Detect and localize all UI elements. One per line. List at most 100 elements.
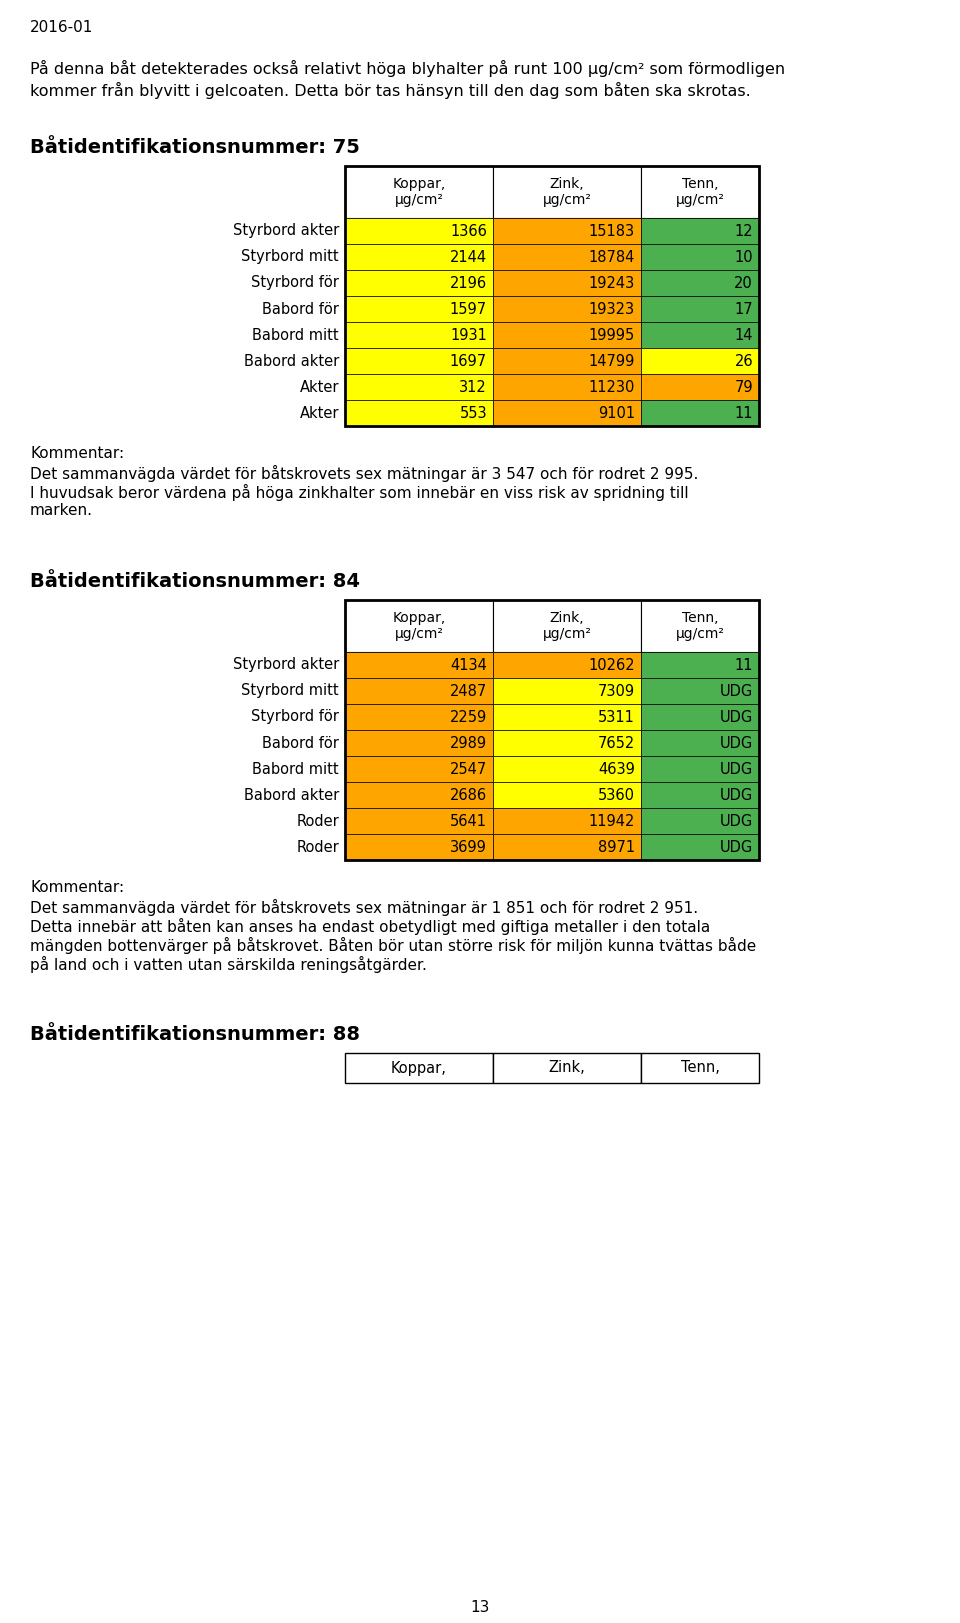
Text: Båtidentifikationsnummer: 84: Båtidentifikationsnummer: 84 <box>30 571 360 591</box>
Text: 20: 20 <box>734 276 753 291</box>
Text: Tenn,: Tenn, <box>682 177 718 192</box>
Text: 10: 10 <box>734 250 753 265</box>
Text: 11: 11 <box>734 657 753 672</box>
Bar <box>641 730 759 756</box>
Text: 18784: 18784 <box>588 250 635 265</box>
Text: 1366: 1366 <box>450 224 487 239</box>
Text: 26: 26 <box>734 354 753 368</box>
Text: Båtidentifikationsnummer: 75: Båtidentifikationsnummer: 75 <box>30 138 360 157</box>
Text: 13: 13 <box>470 1600 490 1615</box>
Bar <box>641 808 759 834</box>
Bar <box>493 166 641 217</box>
Text: Koppar,: Koppar, <box>393 177 445 192</box>
Text: μg/cm²: μg/cm² <box>395 193 444 208</box>
Bar <box>641 652 759 678</box>
Bar <box>641 373 759 399</box>
Bar <box>493 373 641 399</box>
Bar <box>345 730 493 756</box>
Text: 2487: 2487 <box>449 683 487 698</box>
Text: Akter: Akter <box>300 380 339 394</box>
Text: 2144: 2144 <box>450 250 487 265</box>
Text: Båtidentifikationsnummer: 88: Båtidentifikationsnummer: 88 <box>30 1026 360 1044</box>
Bar <box>345 269 493 295</box>
Text: μg/cm²: μg/cm² <box>676 193 725 208</box>
Text: 12: 12 <box>734 224 753 239</box>
Bar <box>641 217 759 243</box>
Text: 2259: 2259 <box>449 709 487 724</box>
Bar <box>493 269 641 295</box>
Bar <box>641 243 759 269</box>
Bar <box>493 652 641 678</box>
Text: 5360: 5360 <box>598 787 635 802</box>
Text: μg/cm²: μg/cm² <box>395 626 444 641</box>
Bar <box>641 295 759 321</box>
Bar <box>345 166 759 425</box>
Text: 11: 11 <box>734 406 753 420</box>
Text: Koppar,: Koppar, <box>391 1060 447 1076</box>
Bar <box>493 834 641 860</box>
Text: 4639: 4639 <box>598 761 635 776</box>
Bar <box>345 1053 493 1083</box>
Text: Babord akter: Babord akter <box>244 787 339 802</box>
Bar <box>493 1053 641 1083</box>
Bar <box>641 399 759 425</box>
Bar <box>641 834 759 860</box>
Text: Styrbord akter: Styrbord akter <box>232 224 339 239</box>
Text: Zink,: Zink, <box>550 610 585 625</box>
Text: 1697: 1697 <box>450 354 487 368</box>
Bar <box>345 704 493 730</box>
Text: 312: 312 <box>459 380 487 394</box>
Bar <box>641 756 759 782</box>
Bar <box>345 166 493 217</box>
Text: 10262: 10262 <box>588 657 635 672</box>
Text: Roder: Roder <box>297 813 339 828</box>
Bar <box>641 1053 759 1083</box>
Bar <box>345 808 493 834</box>
Text: 2016-01: 2016-01 <box>30 19 93 36</box>
Text: UDG: UDG <box>720 787 753 802</box>
Bar <box>345 652 493 678</box>
Bar <box>641 347 759 373</box>
Text: 553: 553 <box>460 406 487 420</box>
Text: Detta innebär att båten kan anses ha endast obetydligt med giftiga metaller i de: Detta innebär att båten kan anses ha end… <box>30 919 710 935</box>
Text: 14: 14 <box>734 328 753 342</box>
Bar <box>493 730 641 756</box>
Text: 2196: 2196 <box>450 276 487 291</box>
Bar <box>345 295 493 321</box>
Bar <box>641 269 759 295</box>
Text: Tenn,: Tenn, <box>681 1060 719 1076</box>
Text: Babord för: Babord för <box>262 302 339 316</box>
Text: 11942: 11942 <box>588 813 635 828</box>
Text: 2686: 2686 <box>450 787 487 802</box>
Text: 14799: 14799 <box>588 354 635 368</box>
Text: 2989: 2989 <box>450 735 487 750</box>
Text: μg/cm²: μg/cm² <box>542 193 591 208</box>
Bar <box>493 321 641 347</box>
Text: 7652: 7652 <box>598 735 635 750</box>
Bar <box>345 373 493 399</box>
Text: 8971: 8971 <box>598 839 635 854</box>
Text: μg/cm²: μg/cm² <box>542 626 591 641</box>
Bar <box>345 347 493 373</box>
Text: Styrbord för: Styrbord för <box>252 276 339 291</box>
Bar <box>493 601 641 652</box>
Bar <box>345 601 759 860</box>
Text: Kommentar:: Kommentar: <box>30 446 124 461</box>
Bar <box>493 295 641 321</box>
Bar <box>641 678 759 704</box>
Text: UDG: UDG <box>720 813 753 828</box>
Text: Koppar,: Koppar, <box>393 610 445 625</box>
Text: μg/cm²: μg/cm² <box>676 626 725 641</box>
Bar <box>493 704 641 730</box>
Text: 19323: 19323 <box>588 302 635 316</box>
Bar <box>493 808 641 834</box>
Bar <box>345 756 493 782</box>
Text: Styrbord mitt: Styrbord mitt <box>241 683 339 698</box>
Text: Det sammanvägda värdet för båtskrovets sex mätningar är 3 547 och för rodret 2 9: Det sammanvägda värdet för båtskrovets s… <box>30 466 698 482</box>
Text: UDG: UDG <box>720 683 753 698</box>
Bar <box>493 678 641 704</box>
Text: Styrbord akter: Styrbord akter <box>232 657 339 672</box>
Text: 4134: 4134 <box>450 657 487 672</box>
Text: Styrbord för: Styrbord för <box>252 709 339 724</box>
Bar <box>641 166 759 217</box>
